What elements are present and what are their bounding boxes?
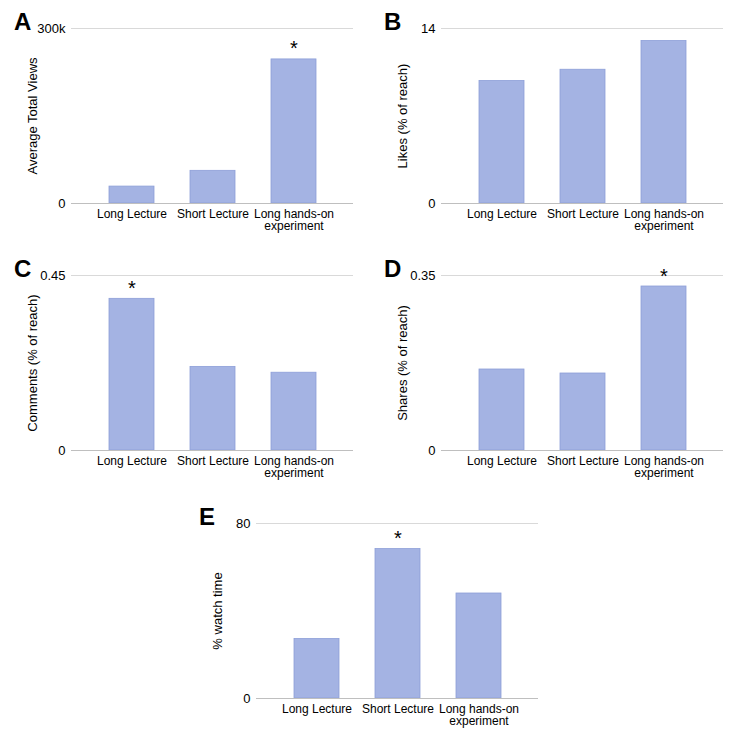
html-text:D: D — [384, 255, 402, 282]
svg-text:0: 0 — [428, 443, 435, 458]
svg-text:*: * — [128, 277, 136, 299]
svg-text:Long hands-onexperiment: Long hands-onexperiment — [254, 207, 334, 233]
svg-text:Long hands-onexperiment: Long hands-onexperiment — [624, 454, 704, 480]
svg-text:*: * — [290, 37, 298, 59]
html-text:B: B — [384, 8, 402, 35]
svg-text:0.45: 0.45 — [40, 268, 65, 283]
html-text:C: C — [14, 255, 32, 282]
svg-text:Long Lecture: Long Lecture — [467, 207, 537, 221]
svg-text:0: 0 — [58, 196, 65, 211]
html-text:A: A — [14, 8, 32, 35]
svg-text:Long Lecture: Long Lecture — [97, 454, 167, 468]
svg-text:Long Lecture: Long Lecture — [467, 454, 537, 468]
svg-text:Long Lecture: Long Lecture — [97, 207, 167, 221]
svg-text:Short Lecture: Short Lecture — [177, 454, 249, 468]
svg-text:*: * — [394, 527, 402, 549]
svg-text:Average Total Views: Average Total Views — [25, 57, 40, 175]
svg-text:0: 0 — [428, 196, 435, 211]
svg-text:Long Lecture: Long Lecture — [282, 702, 352, 716]
svg-text:*: * — [660, 265, 668, 287]
svg-text:% watch time: % watch time — [210, 572, 225, 649]
svg-text:Shares (% of reach): Shares (% of reach) — [395, 305, 410, 421]
svg-text:Short Lecture: Short Lecture — [547, 207, 619, 221]
svg-text:Short Lecture: Short Lecture — [362, 702, 434, 716]
svg-text:0.35: 0.35 — [410, 268, 435, 283]
svg-text:0: 0 — [58, 443, 65, 458]
svg-text:80: 80 — [236, 516, 250, 531]
svg-text:Comments (% of reach): Comments (% of reach) — [25, 294, 40, 431]
svg-text:Long hands-onexperiment: Long hands-onexperiment — [254, 454, 334, 480]
svg-text:Short Lecture: Short Lecture — [547, 454, 619, 468]
svg-text:Long hands-onexperiment: Long hands-onexperiment — [439, 702, 519, 728]
svg-text:Long hands-onexperiment: Long hands-onexperiment — [624, 207, 704, 233]
html-text:E: E — [199, 503, 215, 530]
svg-text:0: 0 — [243, 691, 250, 706]
svg-text:Short Lecture: Short Lecture — [177, 207, 249, 221]
svg-text:14: 14 — [421, 21, 435, 36]
svg-text:300k: 300k — [37, 21, 66, 36]
svg-text:Likes (% of reach): Likes (% of reach) — [395, 64, 410, 169]
